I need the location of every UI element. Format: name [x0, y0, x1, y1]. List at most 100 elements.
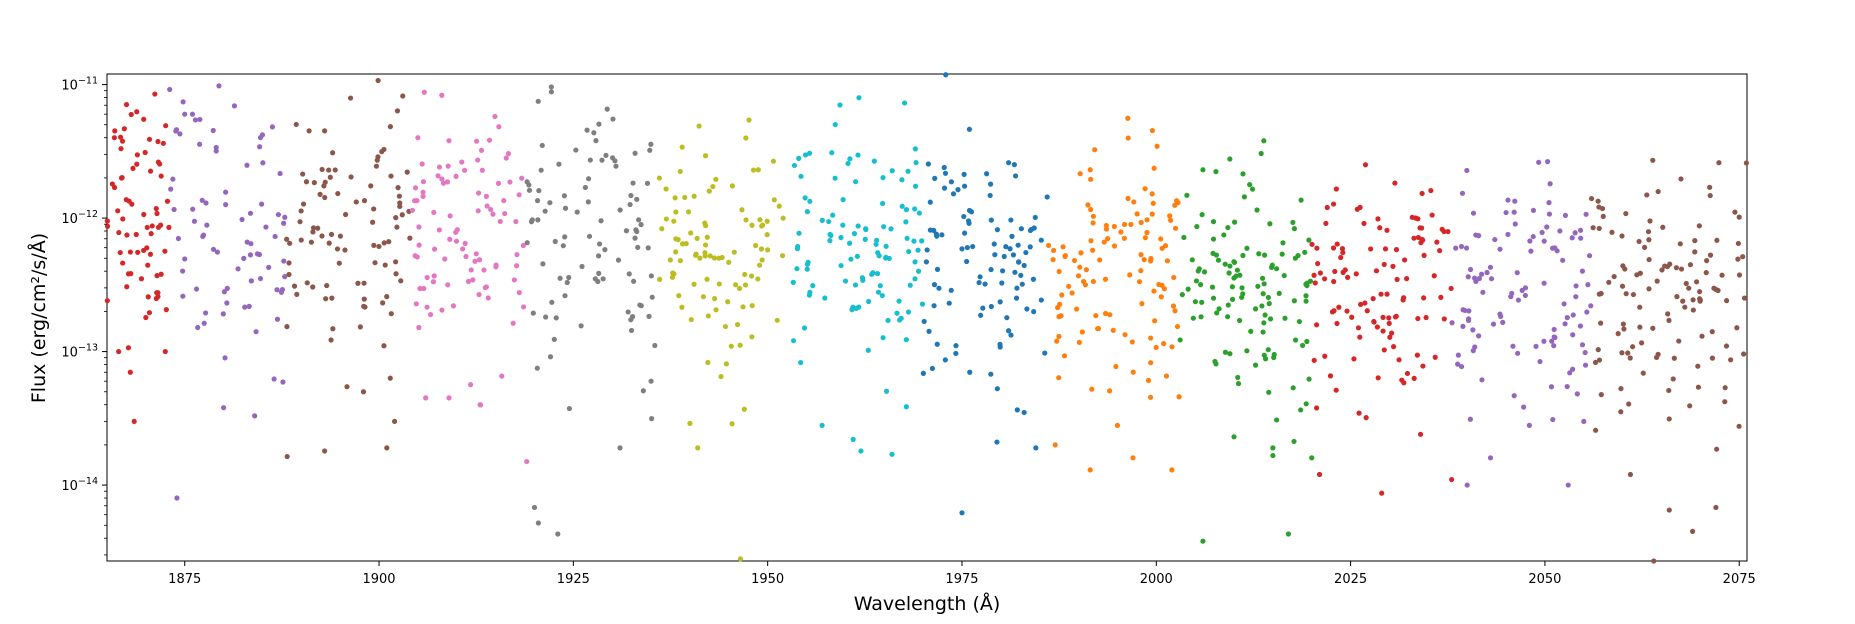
data-point [128, 111, 134, 118]
data-point [1290, 219, 1296, 226]
data-point [1214, 310, 1220, 316]
data-point [224, 285, 230, 291]
data-point [953, 343, 959, 349]
data-point [147, 168, 154, 174]
data-point [257, 275, 264, 282]
data-point [1582, 349, 1588, 356]
data-point [1695, 363, 1701, 369]
data-point [1714, 446, 1720, 452]
data-point [1595, 198, 1601, 204]
data-point [743, 135, 749, 141]
data-point [1393, 247, 1400, 253]
data-point [445, 163, 451, 169]
data-point [322, 448, 328, 454]
data-point [1455, 361, 1461, 367]
data-point [1003, 244, 1009, 250]
data-point [964, 244, 970, 251]
data-point [927, 199, 933, 205]
data-point [1340, 249, 1346, 256]
data-point [388, 311, 394, 317]
data-point [413, 301, 419, 307]
data-point [1027, 244, 1033, 250]
data-point [200, 233, 206, 239]
data-point [1200, 538, 1206, 544]
data-point [1172, 308, 1178, 314]
data-point [736, 285, 743, 292]
data-point [1125, 135, 1131, 141]
data-point [112, 128, 118, 134]
data-point [479, 167, 485, 173]
data-point [1466, 308, 1472, 314]
data-point [1336, 304, 1342, 310]
data-point [697, 255, 703, 261]
data-point [1690, 307, 1696, 313]
data-point [707, 253, 713, 259]
data-point [919, 301, 926, 307]
data-point [1194, 223, 1200, 230]
data-point [223, 202, 229, 208]
data-point [894, 310, 900, 316]
data-point [667, 257, 673, 263]
data-point [1316, 471, 1323, 478]
data-point [496, 124, 502, 130]
y-tick-label: 10−12 [61, 209, 98, 227]
data-point [819, 422, 825, 428]
data-point [904, 235, 910, 241]
data-point [976, 279, 982, 286]
data-point [574, 209, 580, 215]
data-point [371, 206, 377, 212]
data-point [1640, 370, 1646, 376]
data-point [1331, 278, 1337, 285]
data-point [1261, 352, 1267, 358]
data-point [326, 167, 332, 173]
data-point [284, 453, 290, 460]
data-point [1417, 431, 1424, 437]
data-point [649, 294, 655, 300]
data-point [757, 217, 763, 223]
data-point [602, 247, 608, 253]
data-point [177, 131, 183, 137]
data-point [1274, 266, 1280, 272]
data-point [629, 314, 636, 320]
data-point [713, 307, 719, 313]
data-point [1221, 232, 1227, 238]
data-point [757, 262, 763, 268]
data-point [475, 157, 481, 163]
data-point [1586, 253, 1593, 259]
data-point [162, 248, 168, 254]
data-point [1044, 194, 1050, 200]
data-point [347, 95, 354, 101]
data-point [1396, 357, 1402, 363]
series-9 [1177, 138, 1315, 544]
data-point [586, 233, 593, 239]
data-point [1056, 375, 1062, 381]
data-point [486, 137, 493, 143]
data-point [263, 224, 269, 230]
data-point [902, 100, 908, 106]
data-point [1077, 264, 1083, 270]
data-point [118, 146, 124, 152]
data-point [412, 185, 419, 191]
data-point [1573, 294, 1579, 300]
data-point [1056, 268, 1062, 275]
data-point [474, 138, 480, 144]
data-point [685, 209, 692, 215]
data-point [1577, 323, 1584, 329]
data-point [694, 235, 700, 241]
data-point [395, 185, 401, 191]
data-point [1377, 225, 1383, 231]
data-point [135, 249, 141, 255]
data-point [1225, 302, 1231, 308]
data-point [242, 304, 248, 310]
data-point [450, 303, 457, 309]
data-point [1625, 350, 1631, 356]
data-point [1722, 399, 1728, 405]
data-point [1231, 434, 1237, 440]
data-point [335, 190, 341, 197]
data-point [1303, 401, 1309, 407]
data-point [1107, 388, 1113, 394]
data-point [1244, 348, 1250, 354]
data-point [1174, 198, 1180, 204]
data-point [1107, 312, 1113, 318]
data-point [1514, 270, 1520, 276]
